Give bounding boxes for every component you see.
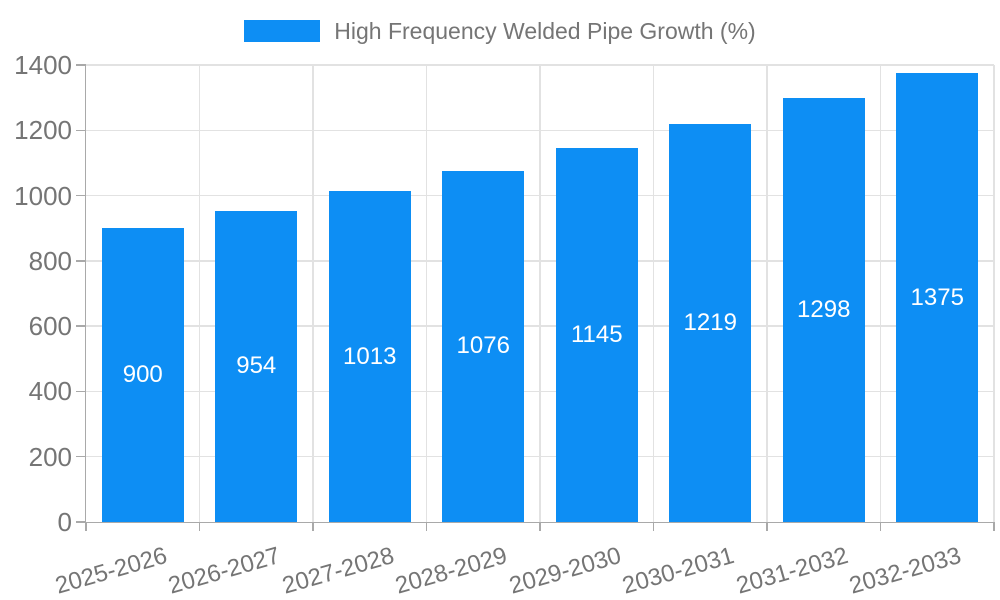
x-tick-mark [198, 522, 201, 531]
y-tick-mark [76, 260, 86, 262]
x-tick-mark [312, 522, 314, 531]
x-tick-mark [539, 522, 541, 531]
bar: 1013 [328, 191, 411, 522]
bar-value-label: 1013 [343, 342, 397, 370]
y-tick-mark [76, 390, 86, 393]
x-tick-mark [879, 522, 882, 531]
bar-value-label: 1375 [910, 283, 964, 311]
x-tick-mark [85, 522, 87, 531]
x-tick-mark [652, 522, 655, 531]
gridline-vertical [425, 65, 428, 522]
y-tick-label: 400 [28, 376, 72, 407]
gridline-vertical [539, 65, 541, 522]
y-tick-label: 0 [57, 507, 72, 537]
x-tick-mark [993, 522, 995, 531]
bar: 1298 [782, 98, 865, 522]
y-tick-mark [76, 129, 86, 132]
y-tick-mark [76, 64, 86, 66]
bar: 954 [215, 210, 298, 522]
y-tick-mark [76, 194, 86, 197]
gridline-vertical [993, 65, 995, 522]
bar-value-label: 954 [236, 352, 277, 380]
y-tick-mark [76, 455, 86, 458]
y-tick-label: 800 [28, 245, 72, 276]
bar-value-label: 1219 [683, 309, 737, 337]
bar-value-label: 1145 [570, 321, 623, 349]
chart-legend: High Frequency Welded Pipe Growth (%) [0, 16, 1000, 46]
legend-label: High Frequency Welded Pipe Growth (%) [334, 17, 756, 44]
y-tick-mark [76, 325, 86, 327]
y-tick-mark [76, 521, 86, 523]
plot-area: 0 200 400 600 800 1000 1200 1400 900 2025-2026 954… [14, 52, 995, 600]
gridline-vertical [312, 65, 314, 522]
legend-swatch-icon [244, 20, 321, 42]
y-tick-label: 600 [28, 311, 72, 342]
bar-value-label: 1298 [797, 296, 851, 324]
y-tick-label: 1400 [14, 50, 72, 80]
y-tick-label: 1200 [14, 115, 72, 146]
bar: 1076 [442, 170, 525, 522]
gridline-vertical [198, 65, 201, 522]
bar: 1375 [896, 73, 979, 522]
gridline-vertical [652, 65, 655, 522]
bar-value-label: 1076 [456, 332, 510, 360]
gridline-vertical [879, 65, 882, 522]
y-tick-label: 1000 [14, 180, 72, 211]
bar: 900 [101, 228, 184, 522]
x-tick-mark [766, 522, 768, 531]
bar-value-label: 900 [122, 361, 163, 389]
x-tick-mark [425, 522, 428, 531]
bar: 1145 [555, 148, 638, 522]
gridline-vertical [766, 65, 768, 522]
bar: 1219 [669, 124, 752, 522]
y-tick-label: 200 [28, 441, 72, 472]
